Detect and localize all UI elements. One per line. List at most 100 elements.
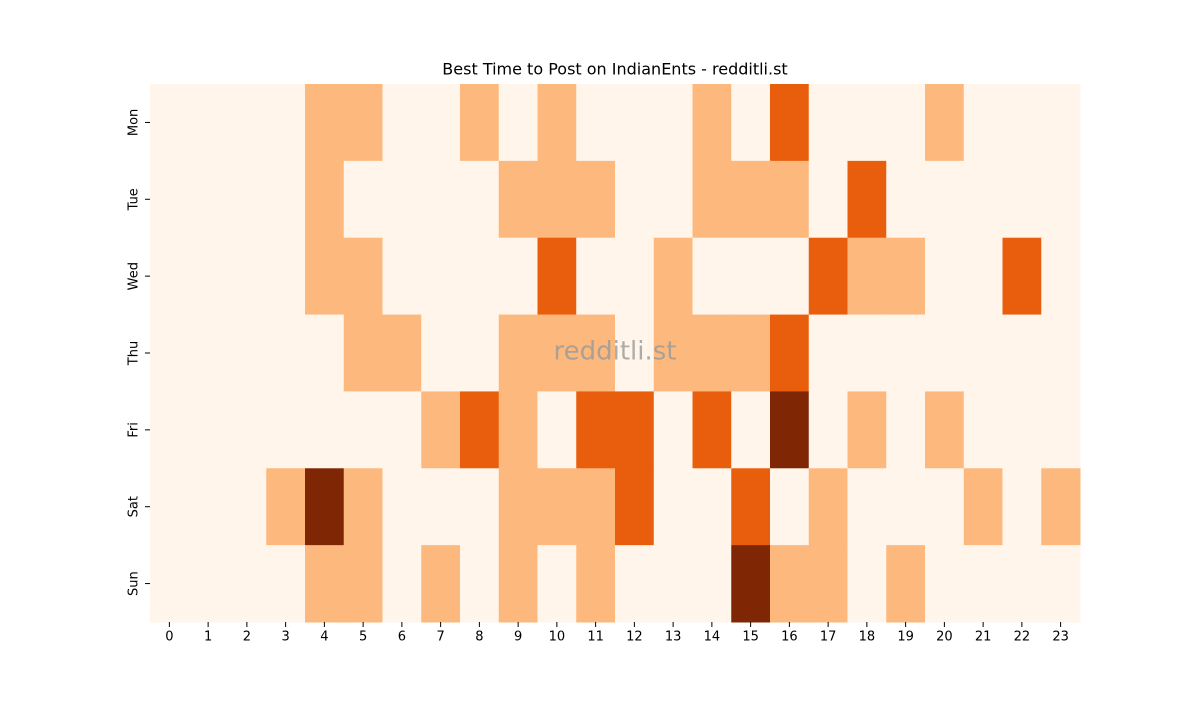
heatmap-cell [692, 237, 732, 316]
x-tick-label: 23 [1052, 630, 1069, 645]
heatmap-cell [731, 314, 771, 392]
heatmap-cell [227, 545, 267, 623]
heatmap-cell [382, 237, 422, 316]
heatmap-cell [188, 237, 228, 316]
heatmap-cell [847, 237, 887, 316]
heatmap-cell [266, 391, 306, 469]
heatmap-cell [770, 391, 810, 469]
x-tick-label: 6 [398, 630, 406, 645]
heatmap-cell [808, 160, 848, 239]
heatmap-cell [886, 391, 926, 469]
heatmap-cell [963, 545, 1003, 623]
heatmap-cell [421, 468, 461, 546]
heatmap-cell [227, 237, 267, 316]
heatmap-cell [615, 84, 655, 162]
heatmap-cell [421, 314, 461, 392]
heatmap-cell [886, 314, 926, 392]
heatmap-cell [1041, 468, 1081, 546]
heatmap-cell [382, 468, 422, 546]
heatmap-cell [343, 84, 383, 162]
heatmap-cell [731, 160, 771, 239]
x-tick-label: 20 [936, 630, 953, 645]
heatmap-cell [925, 468, 965, 546]
heatmap-cell [847, 468, 887, 546]
heatmap-cell [150, 545, 190, 623]
heatmap-cell [576, 314, 616, 392]
heatmap-cell [1041, 391, 1081, 469]
heatmap-cell [537, 468, 577, 546]
heatmap-cell [537, 545, 577, 623]
heatmap-cell [847, 314, 887, 392]
heatmap-cell [925, 160, 965, 239]
x-tick-label: 3 [281, 630, 289, 645]
heatmap-cell [266, 160, 306, 239]
heatmap-cell [615, 314, 655, 392]
heatmap-cell [808, 545, 848, 623]
heatmap-cell [343, 468, 383, 546]
heatmap-cell [1002, 84, 1042, 162]
heatmap-cell [188, 84, 228, 162]
x-tick-label: 1 [204, 630, 212, 645]
heatmap-cell [731, 391, 771, 469]
heatmap-cell [421, 160, 461, 239]
heatmap-cell [963, 160, 1003, 239]
heatmap-cell [266, 237, 306, 316]
heatmap-cell [1041, 160, 1081, 239]
heatmap-cell [266, 545, 306, 623]
heatmap-cell [343, 314, 383, 392]
heatmap-cell [1041, 84, 1081, 162]
heatmap-cell [305, 160, 345, 239]
heatmap-cell [925, 314, 965, 392]
x-tick-label: 5 [359, 630, 367, 645]
heatmap-cell [576, 160, 616, 239]
heatmap-cell [770, 468, 810, 546]
heatmap-cell [808, 237, 848, 316]
x-tick-label: 9 [514, 630, 522, 645]
heatmap-cell [382, 391, 422, 469]
heatmap-cell [305, 545, 345, 623]
heatmap-cell [382, 160, 422, 239]
x-tick-label: 0 [165, 630, 173, 645]
heatmap-cell [188, 468, 228, 546]
y-tick-label: Tue [127, 188, 142, 211]
heatmap-cell [227, 314, 267, 392]
heatmap-cell [460, 84, 500, 162]
y-tick-label: Sun [127, 571, 142, 596]
heatmap-cell [615, 237, 655, 316]
heatmap-cell [886, 237, 926, 316]
heatmap-cell [421, 391, 461, 469]
heatmap-cell [498, 545, 538, 623]
heatmap-cell [382, 314, 422, 392]
heatmap-cell [227, 391, 267, 469]
heatmap-cell [266, 468, 306, 546]
heatmap-cell [421, 237, 461, 316]
x-tick-label: 10 [549, 630, 566, 645]
heatmap-cell [847, 391, 887, 469]
heatmap-cell [925, 545, 965, 623]
heatmap-cell [305, 237, 345, 316]
heatmap-cell [615, 468, 655, 546]
heatmap-cell [576, 237, 616, 316]
heatmap-cell [653, 468, 693, 546]
heatmap-cell [498, 314, 538, 392]
heatmap-cell [150, 314, 190, 392]
heatmap-cell [460, 545, 500, 623]
heatmap-cell [963, 237, 1003, 316]
heatmap-cell [615, 160, 655, 239]
y-tick-label: Wed [127, 262, 142, 290]
heatmap-cell [343, 160, 383, 239]
heatmap-cell [576, 468, 616, 546]
heatmap-cell [188, 545, 228, 623]
x-tick-label: 11 [587, 630, 604, 645]
heatmap-cell [692, 391, 732, 469]
heatmap-cell [537, 160, 577, 239]
heatmap-cell [498, 160, 538, 239]
heatmap-cell [305, 468, 345, 546]
heatmap-cell [343, 237, 383, 316]
heatmap-cell [576, 391, 616, 469]
heatmap-cell [692, 160, 732, 239]
x-tick-label: 14 [704, 630, 721, 645]
watermark: redditli.st [554, 337, 677, 367]
heatmap-cell [770, 314, 810, 392]
heatmap-cell [963, 391, 1003, 469]
